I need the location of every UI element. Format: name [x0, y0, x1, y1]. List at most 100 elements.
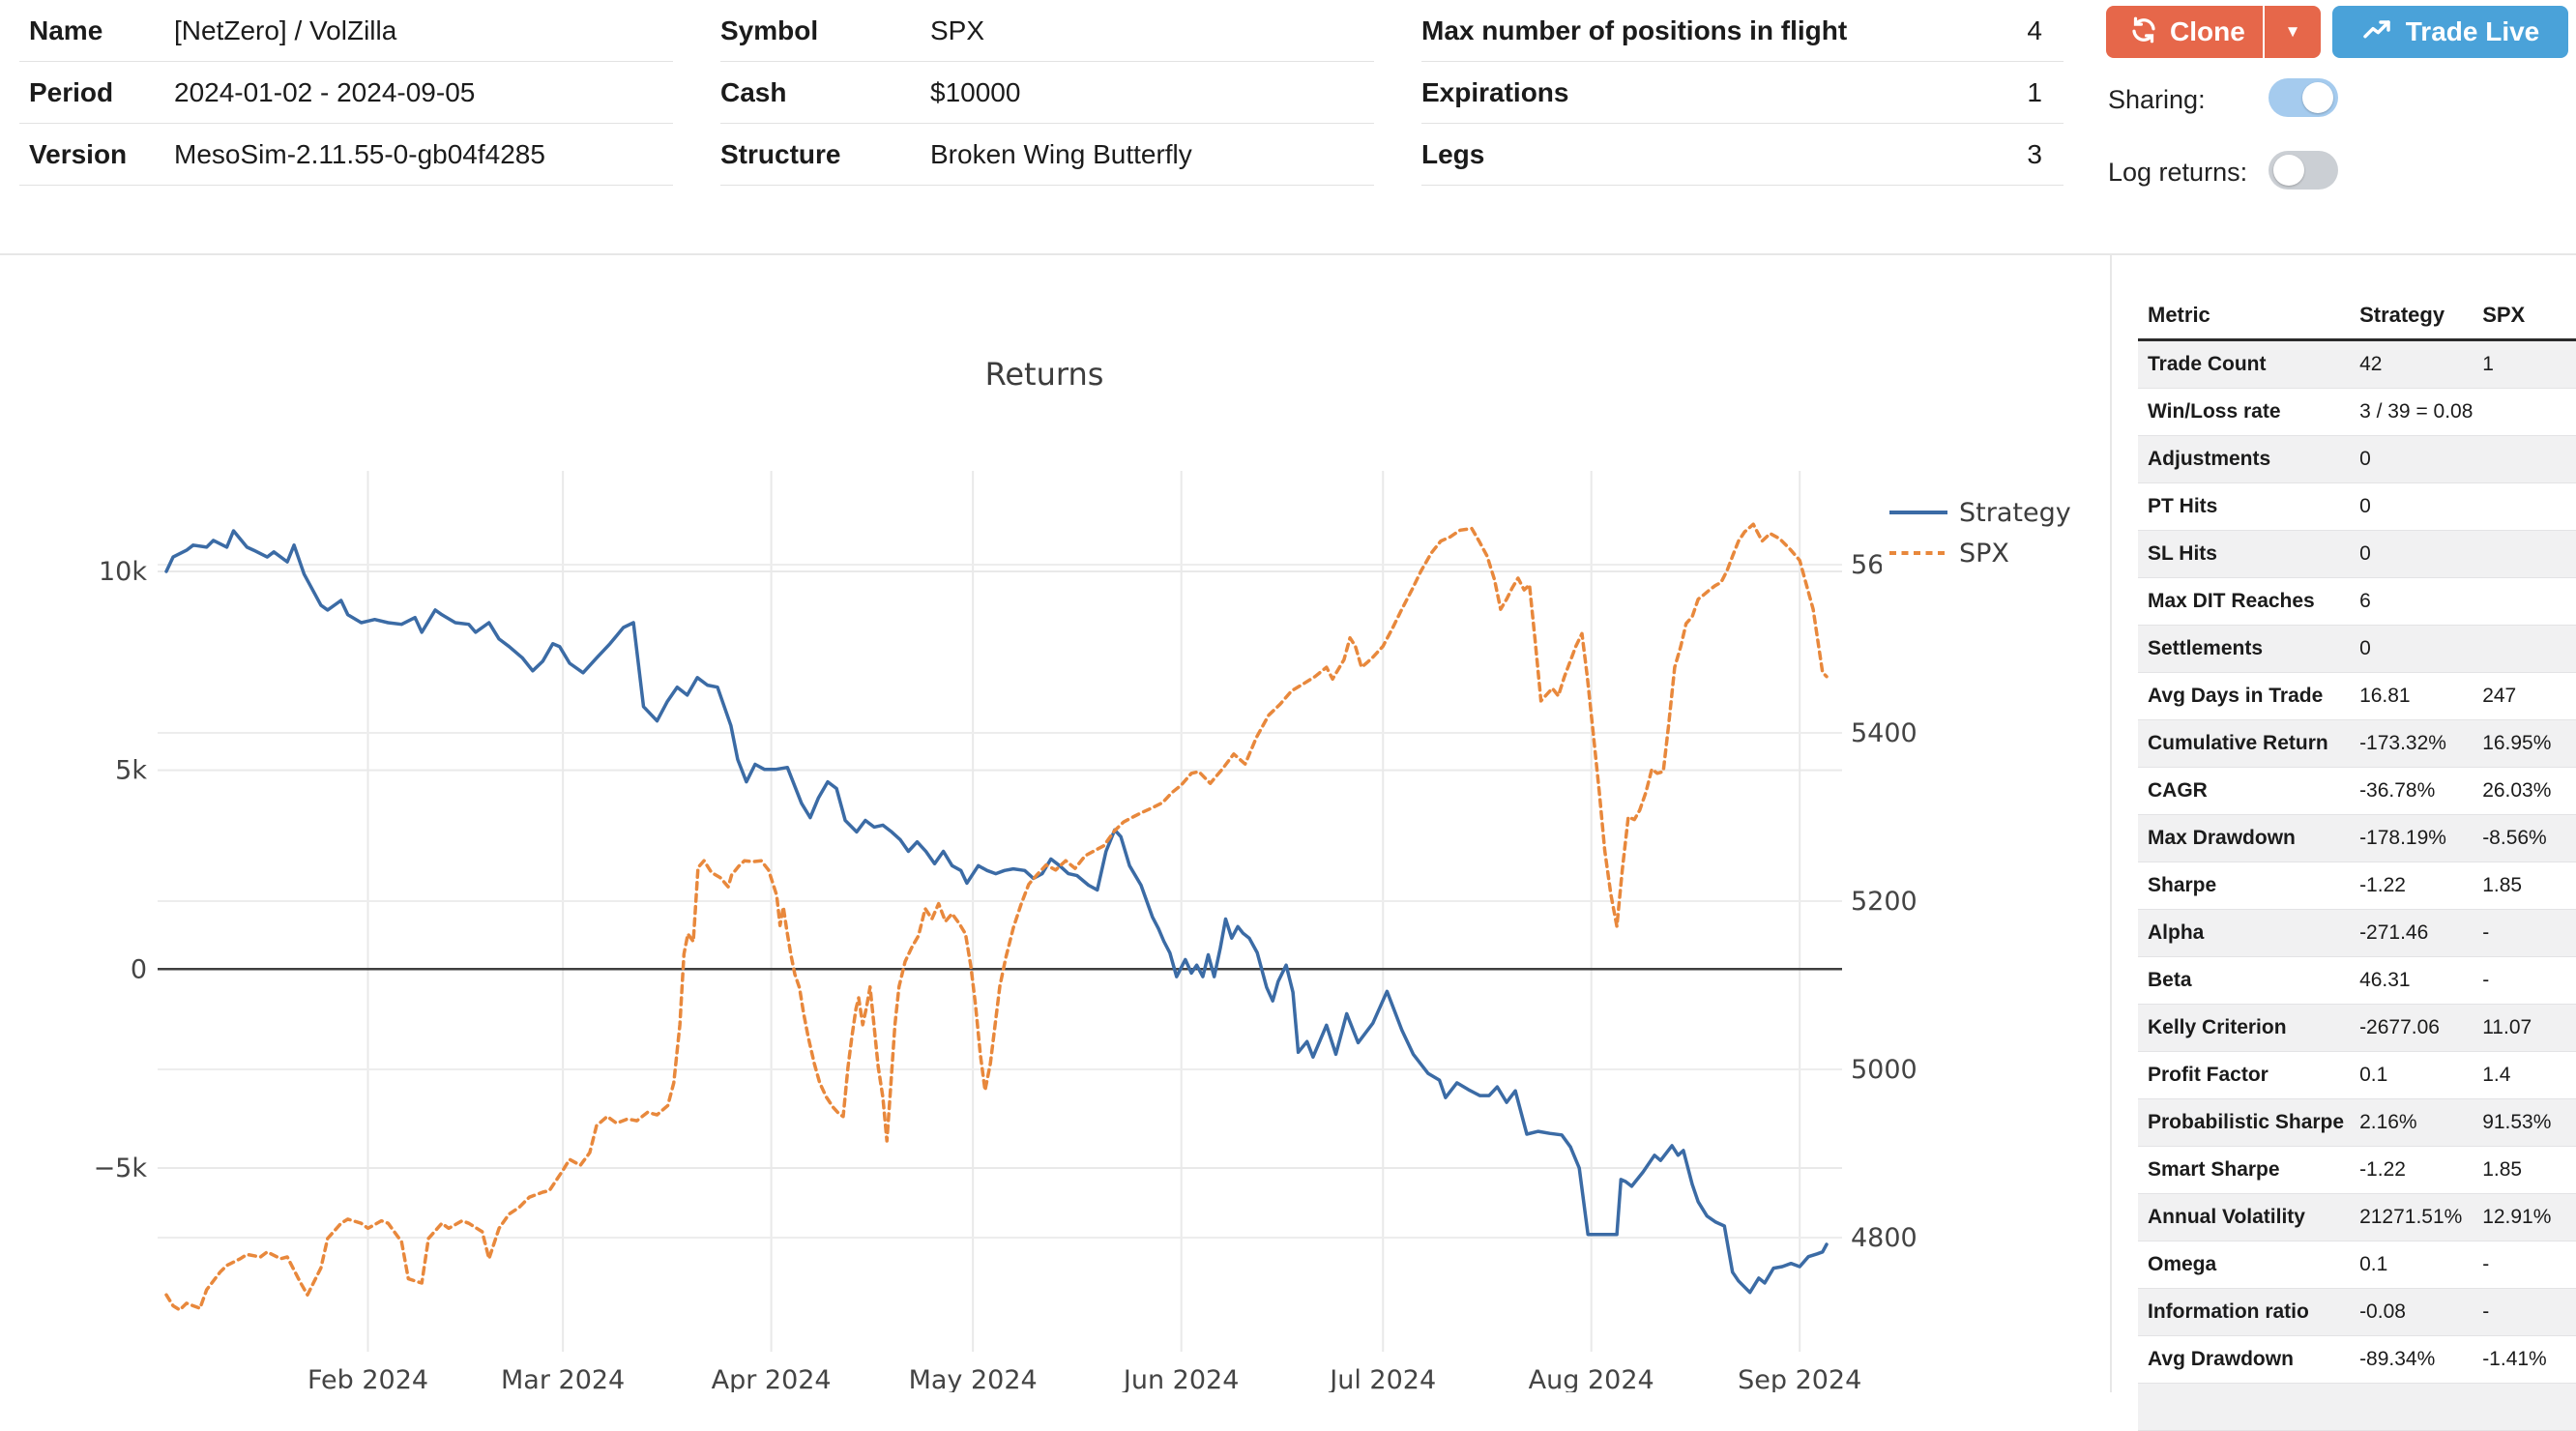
x-axis-tick: May 2024 — [909, 1365, 1038, 1392]
y-axis-right-tick: 5200 — [1851, 887, 1917, 917]
structure-value: Broken Wing Butterfly — [930, 138, 1192, 169]
metric-name: Information ratio — [2148, 1300, 2309, 1323]
period-label: Period — [29, 76, 114, 107]
metric-name: Cumulative Return — [2148, 732, 2328, 754]
metrics-row: Win/Loss rate 3 / 39 = 0.08 — [2138, 389, 2576, 436]
metrics-col-spx: SPX — [2482, 303, 2526, 327]
metrics-row: PT Hits 0 — [2138, 483, 2576, 531]
metric-name: Avg Drawdown — [2148, 1348, 2294, 1370]
legend-label-strategy[interactable]: Strategy — [1959, 498, 2071, 528]
metric-name: SL Hits — [2148, 542, 2217, 565]
toggle-knob — [2273, 155, 2304, 186]
metric-name: Sharpe — [2148, 874, 2217, 896]
x-axis-tick: Jul 2024 — [1328, 1365, 1436, 1392]
metric-name: Beta — [2148, 969, 2192, 991]
metric-name: Adjustments — [2148, 448, 2271, 470]
metric-value: -8.56% — [2482, 827, 2547, 849]
metrics-col-metric: Metric — [2148, 303, 2210, 327]
name-value: [NetZero] / VolZilla — [174, 15, 397, 45]
toggle-knob — [2302, 82, 2333, 113]
refresh-icon — [2129, 15, 2158, 49]
metrics-row: Information ratio -0.08 - — [2138, 1289, 2576, 1336]
instrument-info-table: Symbol SPX Cash $10000 Structure Broken … — [720, 0, 1374, 186]
legs-value: 3 — [2027, 138, 2042, 169]
metric-value: - — [2482, 969, 2490, 991]
metric-name: PT Hits — [2148, 495, 2218, 517]
y-axis-right-tick: 5400 — [1851, 718, 1917, 748]
metric-name: Trade Count — [2148, 353, 2267, 375]
info-row-structure: Structure Broken Wing Butterfly — [720, 124, 1374, 186]
trade-live-button[interactable]: Trade Live — [2332, 6, 2568, 58]
clone-button-main[interactable]: Clone — [2106, 6, 2263, 58]
info-row-expirations: Expirations 1 — [1421, 62, 2064, 124]
metric-value: 247 — [2482, 685, 2517, 707]
info-row-version: Version MesoSim-2.11.55-0-gb04f4285 — [19, 124, 673, 186]
metric-value: - — [2482, 921, 2490, 944]
metric-value: -2677.06 — [2359, 1016, 2440, 1038]
y-axis-left-tick: 5k — [115, 756, 147, 786]
metric-name: Max DIT Reaches — [2148, 590, 2315, 612]
x-axis-tick: Jun 2024 — [1122, 1365, 1239, 1392]
log-returns-label: Log returns: — [2108, 158, 2248, 187]
symbol-value: SPX — [930, 15, 985, 45]
series-spx — [164, 522, 1829, 1312]
metric-name: CAGR — [2148, 779, 2208, 802]
caret-down-icon: ▼ — [2284, 22, 2301, 41]
metrics-row: Avg Days in Trade 16.81 247 — [2138, 673, 2576, 720]
x-axis-tick: Mar 2024 — [501, 1365, 625, 1392]
period-value: 2024-01-02 - 2024-09-05 — [174, 76, 476, 107]
metric-value: -0.08 — [2359, 1300, 2406, 1323]
metric-value: 1.4 — [2482, 1064, 2511, 1086]
info-row-cash: Cash $10000 — [720, 62, 1374, 124]
legs-label: Legs — [1421, 138, 1485, 169]
log-returns-toggle[interactable] — [2269, 151, 2338, 190]
expirations-label: Expirations — [1421, 76, 1569, 107]
metrics-row: Smart Sharpe -1.22 1.85 — [2138, 1147, 2576, 1194]
info-row-max-positions: Max number of positions in flight 4 — [1421, 0, 2064, 62]
metric-name: Win/Loss rate — [2148, 400, 2281, 423]
metric-value: -89.34% — [2359, 1348, 2436, 1370]
name-label: Name — [29, 15, 103, 45]
clone-dropdown-toggle[interactable]: ▼ — [2263, 6, 2321, 58]
x-axis-tick: Sep 2024 — [1738, 1365, 1861, 1392]
trending-up-icon — [2361, 15, 2392, 50]
metric-value: -173.32% — [2359, 732, 2446, 754]
metric-name: Probabilistic Sharpe — [2148, 1111, 2345, 1133]
trade-live-button-label: Trade Live — [2405, 16, 2540, 46]
metric-value: -36.78% — [2359, 779, 2436, 802]
metric-value: -271.46 — [2359, 921, 2429, 944]
metric-value: - — [2482, 1253, 2490, 1275]
metric-name: Kelly Criterion — [2148, 1016, 2287, 1038]
legend-label-spx[interactable]: SPX — [1959, 539, 2009, 569]
clone-button-label: Clone — [2170, 16, 2245, 46]
metrics-row: Settlements 0 — [2138, 626, 2576, 673]
metrics-row: Alpha -271.46 - — [2138, 910, 2576, 957]
metric-name: Annual Volatility — [2148, 1206, 2305, 1228]
metric-value: 1.85 — [2482, 874, 2523, 896]
metric-value: 6 — [2359, 590, 2371, 612]
version-value: MesoSim-2.11.55-0-gb04f4285 — [174, 138, 545, 169]
info-row-symbol: Symbol SPX — [720, 0, 1374, 62]
sharing-toggle[interactable] — [2269, 78, 2338, 117]
metrics-row: Beta 46.31 - — [2138, 957, 2576, 1005]
metrics-header: Metric Strategy SPX — [2138, 292, 2576, 341]
metric-value: 42 — [2359, 353, 2383, 375]
metric-name: Omega — [2148, 1253, 2217, 1275]
metric-name: Settlements — [2148, 637, 2264, 659]
metrics-row: SL Hits 0 — [2138, 531, 2576, 578]
clone-button[interactable]: Clone ▼ — [2106, 6, 2321, 58]
metric-value: 16.95% — [2482, 732, 2552, 754]
expirations-value: 1 — [2027, 76, 2042, 107]
info-row-legs: Legs 3 — [1421, 124, 2064, 186]
metric-value: 0 — [2359, 448, 2371, 470]
legend-background — [1882, 486, 2085, 581]
symbol-label: Symbol — [720, 15, 819, 45]
metric-value: -178.19% — [2359, 827, 2446, 849]
metrics-row: Adjustments 0 — [2138, 436, 2576, 483]
metrics-row: Avg Drawdown -89.34% -1.41% — [2138, 1336, 2576, 1384]
metrics-row: Probabilistic Sharpe 2.16% 91.53% — [2138, 1099, 2576, 1147]
y-axis-right-tick: 4800 — [1851, 1223, 1917, 1253]
backtest-info-table: Name [NetZero] / VolZilla Period 2024-01… — [19, 0, 673, 186]
metric-value: 1.85 — [2482, 1158, 2523, 1181]
